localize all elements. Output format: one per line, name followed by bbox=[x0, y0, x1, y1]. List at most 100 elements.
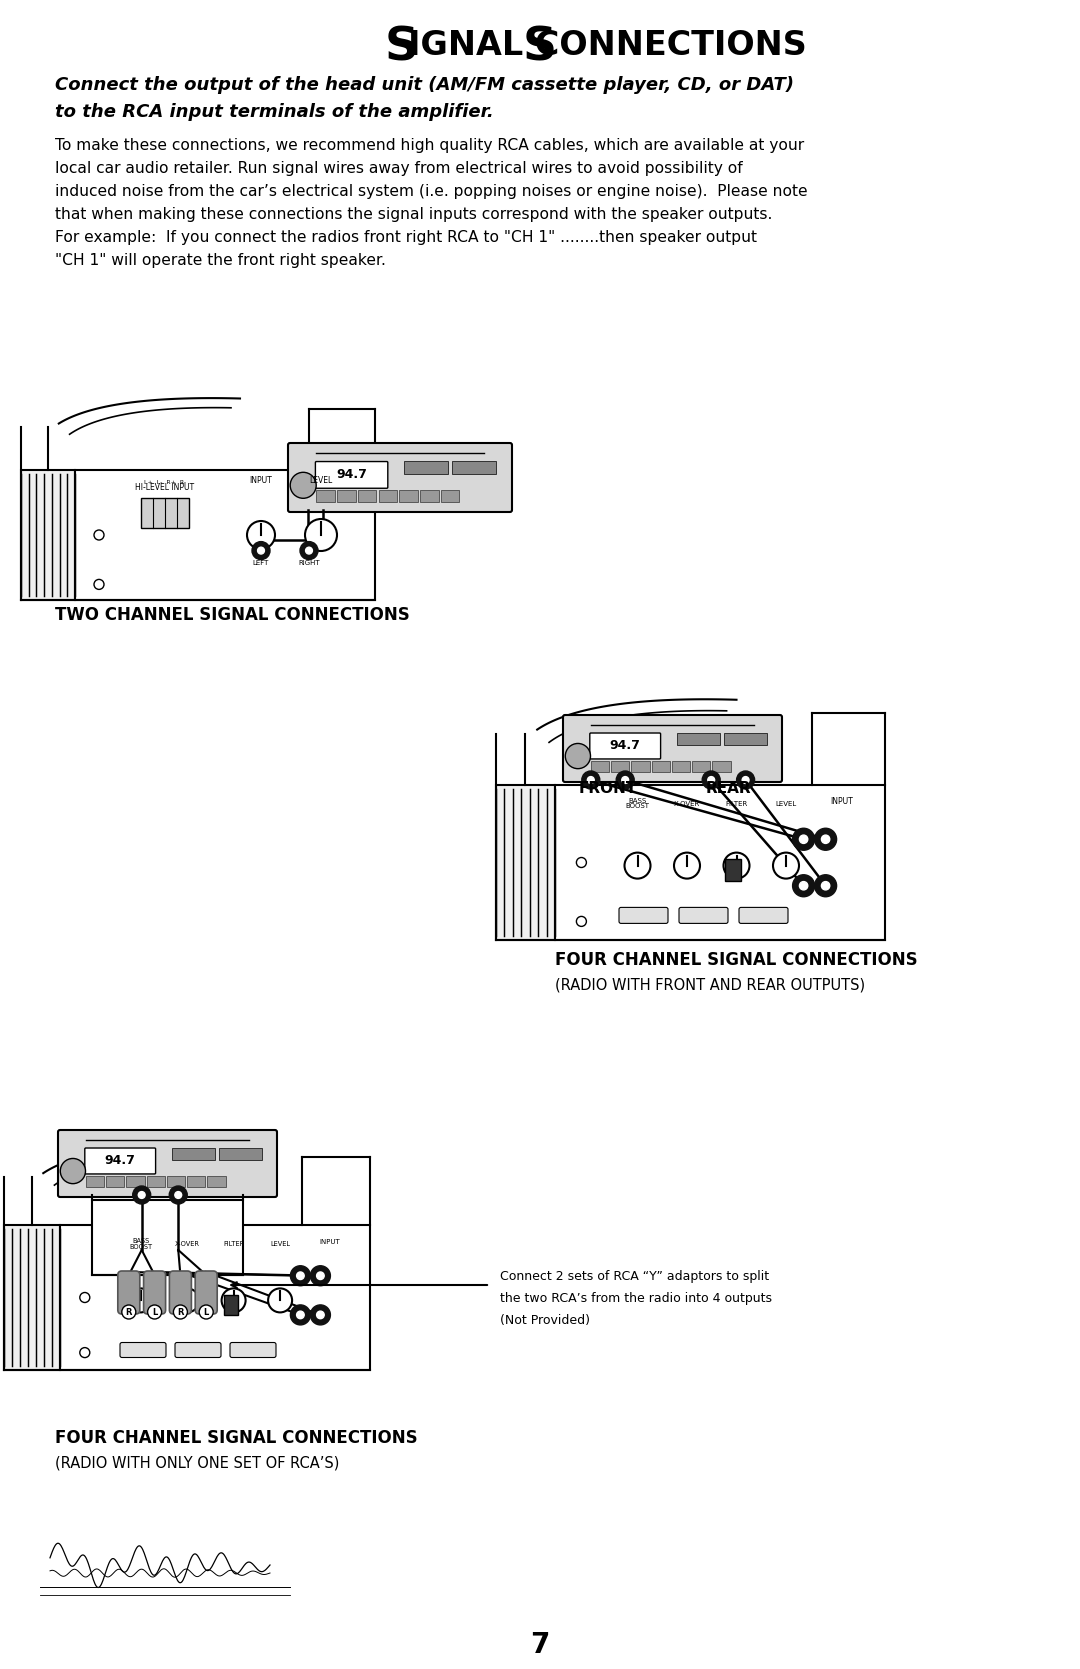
Text: S: S bbox=[523, 25, 557, 70]
Text: FRONT: FRONT bbox=[579, 781, 637, 796]
Circle shape bbox=[742, 776, 750, 783]
Circle shape bbox=[268, 1288, 292, 1312]
FancyBboxPatch shape bbox=[590, 733, 661, 759]
Text: To make these connections, we recommend high quality RCA cables, which are avail: To make these connections, we recommend … bbox=[55, 139, 805, 154]
Bar bbox=[172, 1148, 215, 1160]
Bar bbox=[357, 491, 377, 502]
Text: FOUR CHANNEL SIGNAL CONNECTIONS: FOUR CHANNEL SIGNAL CONNECTIONS bbox=[55, 1429, 418, 1447]
FancyBboxPatch shape bbox=[170, 1272, 191, 1314]
Circle shape bbox=[814, 875, 837, 896]
FancyBboxPatch shape bbox=[144, 1272, 165, 1314]
Bar bbox=[651, 761, 670, 773]
FancyBboxPatch shape bbox=[739, 908, 788, 923]
Text: For example:  If you connect the radios front right RCA to "CH 1" ........then s: For example: If you connect the radios f… bbox=[55, 230, 757, 245]
Text: S: S bbox=[384, 25, 419, 70]
Bar bbox=[725, 860, 741, 881]
Bar bbox=[724, 733, 767, 746]
Bar bbox=[441, 491, 459, 502]
Bar bbox=[672, 761, 690, 773]
Text: RIGHT: RIGHT bbox=[298, 559, 320, 566]
Text: Connect 2 sets of RCA “Y” adaptors to split: Connect 2 sets of RCA “Y” adaptors to sp… bbox=[500, 1270, 769, 1283]
Text: that when making these connections the signal inputs correspond with the speaker: that when making these connections the s… bbox=[55, 207, 772, 222]
FancyBboxPatch shape bbox=[58, 1130, 276, 1197]
Bar bbox=[404, 461, 448, 474]
Circle shape bbox=[577, 916, 586, 926]
Text: 94.7: 94.7 bbox=[336, 469, 367, 481]
Bar bbox=[632, 761, 650, 773]
Text: LEVEL: LEVEL bbox=[270, 1240, 291, 1247]
FancyBboxPatch shape bbox=[120, 1342, 166, 1357]
Text: LEVEL: LEVEL bbox=[309, 476, 333, 486]
FancyBboxPatch shape bbox=[85, 1148, 156, 1173]
FancyBboxPatch shape bbox=[563, 714, 782, 783]
Circle shape bbox=[793, 875, 814, 896]
Text: (RADIO WITH ONLY ONE SET OF RCA’S): (RADIO WITH ONLY ONE SET OF RCA’S) bbox=[55, 1455, 339, 1470]
Text: FILTER: FILTER bbox=[726, 801, 747, 806]
Circle shape bbox=[617, 771, 634, 789]
Text: FOUR CHANNEL SIGNAL CONNECTIONS: FOUR CHANNEL SIGNAL CONNECTIONS bbox=[555, 951, 918, 970]
Bar bbox=[219, 1148, 261, 1160]
Circle shape bbox=[773, 853, 799, 878]
Circle shape bbox=[80, 1347, 90, 1357]
Circle shape bbox=[300, 542, 318, 559]
FancyBboxPatch shape bbox=[619, 908, 669, 923]
Circle shape bbox=[252, 542, 270, 559]
Bar bbox=[316, 491, 335, 502]
Circle shape bbox=[306, 547, 312, 554]
Text: REAR: REAR bbox=[705, 781, 752, 796]
Circle shape bbox=[175, 1192, 181, 1198]
Text: TWO CHANNEL SIGNAL CONNECTIONS: TWO CHANNEL SIGNAL CONNECTIONS bbox=[55, 606, 409, 624]
Circle shape bbox=[133, 1187, 151, 1203]
Bar bbox=[555, 784, 885, 940]
Bar bbox=[187, 1177, 205, 1187]
Circle shape bbox=[291, 472, 316, 499]
Text: (RADIO WITH FRONT AND REAR OUTPUTS): (RADIO WITH FRONT AND REAR OUTPUTS) bbox=[555, 978, 865, 993]
Bar bbox=[167, 1177, 185, 1187]
Circle shape bbox=[799, 881, 808, 890]
Circle shape bbox=[707, 776, 715, 783]
Circle shape bbox=[310, 1305, 330, 1325]
Circle shape bbox=[724, 853, 750, 878]
Bar bbox=[496, 784, 555, 940]
Text: to the RCA input terminals of the amplifier.: to the RCA input terminals of the amplif… bbox=[55, 103, 494, 120]
Bar bbox=[400, 491, 418, 502]
Circle shape bbox=[60, 1158, 85, 1183]
Bar bbox=[75, 471, 375, 599]
Circle shape bbox=[310, 1265, 330, 1285]
Text: 94.7: 94.7 bbox=[105, 1155, 136, 1168]
FancyBboxPatch shape bbox=[679, 908, 728, 923]
Circle shape bbox=[822, 834, 829, 843]
Circle shape bbox=[316, 1312, 324, 1319]
Text: BASS
BOOST: BASS BOOST bbox=[129, 1238, 152, 1250]
Bar bbox=[4, 1225, 60, 1370]
Circle shape bbox=[129, 1288, 152, 1312]
Bar bbox=[337, 491, 355, 502]
Bar bbox=[378, 491, 397, 502]
Circle shape bbox=[257, 547, 265, 554]
Circle shape bbox=[174, 1305, 188, 1319]
Text: induced noise from the car’s electrical system (i.e. popping noises or engine no: induced noise from the car’s electrical … bbox=[55, 184, 808, 199]
Bar bbox=[141, 499, 189, 529]
FancyBboxPatch shape bbox=[118, 1272, 139, 1314]
Text: FILTER: FILTER bbox=[222, 1240, 244, 1247]
Circle shape bbox=[316, 1272, 324, 1280]
Circle shape bbox=[674, 853, 700, 878]
Text: BASS
BOOST: BASS BOOST bbox=[625, 798, 649, 809]
Circle shape bbox=[793, 828, 814, 850]
Circle shape bbox=[199, 1305, 213, 1319]
Text: L: L bbox=[203, 1307, 208, 1317]
Circle shape bbox=[577, 858, 586, 868]
FancyBboxPatch shape bbox=[288, 442, 512, 512]
Circle shape bbox=[588, 776, 594, 783]
Text: 94.7: 94.7 bbox=[610, 739, 640, 753]
Text: INPUT: INPUT bbox=[831, 796, 853, 806]
Text: R: R bbox=[125, 1307, 132, 1317]
Circle shape bbox=[148, 1305, 162, 1319]
Circle shape bbox=[814, 828, 837, 850]
FancyBboxPatch shape bbox=[230, 1342, 276, 1357]
Bar bbox=[85, 1177, 104, 1187]
Text: LEFT: LEFT bbox=[253, 559, 269, 566]
Text: LEVEL: LEVEL bbox=[775, 801, 797, 806]
Bar bbox=[92, 1200, 243, 1275]
Circle shape bbox=[305, 519, 337, 551]
